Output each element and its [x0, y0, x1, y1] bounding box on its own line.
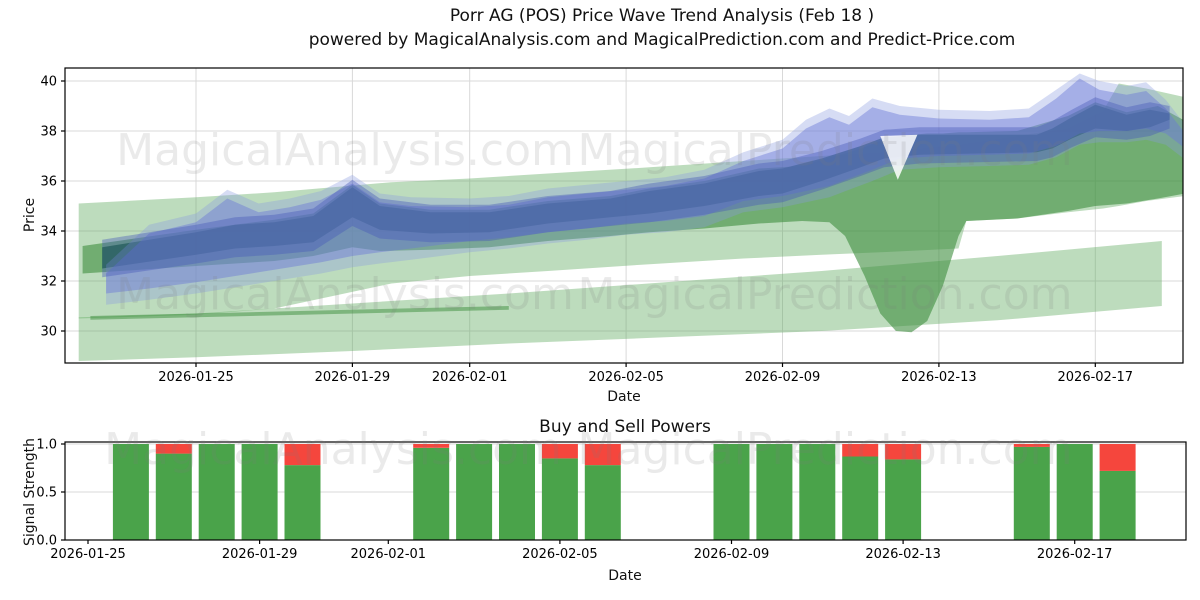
- bar-buy-2026-02-03: [456, 444, 493, 540]
- x-tick-label: 2026-02-13: [901, 370, 977, 385]
- bar-sell-2026-01-27: [155, 444, 192, 454]
- y-tick-label: 40: [40, 75, 57, 90]
- watermarks: MagicalAnalysis.com MagicalPrediction.com…: [104, 125, 1072, 475]
- band-blue-main-band: [106, 78, 1183, 294]
- y-axis-label-signal-strength: Signal Strength: [22, 437, 38, 547]
- signal-chart-axes: 0.0 0.5 1.0 2026-01-25 2026-01-29 2026-02-01 2…: [36, 438, 1187, 562]
- bar-sell-2026-02-12: [842, 444, 879, 457]
- bar-buy-2026-02-10: [756, 444, 793, 540]
- chart-subtitle: powered by MagicalAnalysis.com and Magic…: [308, 30, 1016, 50]
- x-tick-label: 2026-01-25: [158, 370, 234, 385]
- bar-sell-2026-02-02: [413, 444, 450, 448]
- bar-sell-2026-02-13: [885, 444, 922, 460]
- x-tick-label: 2026-02-05: [522, 547, 598, 562]
- x-tick-label: 2026-02-05: [588, 370, 664, 385]
- band-blue-soft-outer: [106, 73, 1183, 305]
- x-tick-label: 2026-02-01: [351, 547, 427, 562]
- bar-buy-2026-02-17: [1056, 444, 1093, 540]
- price-plot-border: [64, 67, 1184, 364]
- bar-sell-2026-02-06: [584, 444, 621, 466]
- y-tick-label: 34: [40, 225, 57, 240]
- bar-buy-2026-01-28: [198, 444, 235, 540]
- bar-buy-2026-02-12: [842, 456, 879, 540]
- y-tick-label: 1.0: [36, 438, 57, 453]
- x-tick-label: 2026-01-29: [315, 370, 391, 385]
- band-seam-line: [90, 306, 509, 320]
- x-axis-label-date-bottom: Date: [608, 568, 642, 584]
- chart-title: Porr AG (POS) Price Wave Trend Analysis …: [449, 6, 875, 26]
- bar-buy-2026-02-09: [713, 444, 750, 540]
- x-tick-label: 2026-02-09: [745, 370, 821, 385]
- bar-buy-2026-02-18: [1099, 470, 1136, 540]
- bar-buy-2026-02-02: [413, 447, 450, 541]
- bar-buy-2026-02-13: [885, 459, 922, 540]
- x-tick-label: 2026-02-17: [1037, 547, 1113, 562]
- bar-buy-2026-01-29: [241, 444, 278, 540]
- watermark-text: MagicalAnalysis.com: [116, 125, 574, 176]
- x-tick-label: 2026-01-29: [222, 547, 298, 562]
- price-chart-axes: 30 32 34 36 38 40 2026-01-25 2026-01-29 2026-02-…: [40, 67, 1184, 385]
- bar-buy-2026-02-16: [1013, 446, 1050, 540]
- y-tick-label: 36: [40, 175, 57, 190]
- x-tick-label: 2026-02-09: [694, 547, 770, 562]
- bar-buy-2026-02-06: [584, 465, 621, 541]
- bar-buy-2026-02-05: [541, 458, 578, 540]
- bar-buy-2026-02-11: [799, 444, 836, 540]
- bar-buy-2026-01-30: [284, 465, 321, 541]
- band-medium-green-band: [82, 102, 1183, 333]
- x-tick-label: 2026-02-01: [432, 370, 508, 385]
- y-tick-label: 0.0: [36, 534, 57, 549]
- watermark-text: MagicalPrediction.com: [578, 125, 1073, 176]
- y-tick-label: 32: [40, 275, 57, 290]
- y-tick-label: 30: [40, 325, 57, 340]
- y-tick-label: 0.5: [36, 486, 57, 501]
- watermark-text: MagicalAnalysis.com: [116, 269, 574, 320]
- watermark-text: MagicalAnalysis.com: [104, 424, 562, 475]
- x-tick-label: 2026-02-13: [865, 547, 941, 562]
- x-tick-label: 2026-02-17: [1058, 370, 1134, 385]
- signal-plot-border: [64, 441, 1187, 541]
- bar-sell-2026-02-05: [541, 444, 578, 459]
- x-axis-label-date-top: Date: [607, 389, 641, 405]
- bar-sell-2026-02-18: [1099, 444, 1136, 471]
- watermark-text: MagicalPrediction.com: [578, 424, 1073, 475]
- white-notch: [880, 134, 918, 180]
- x-tick-label: 2026-01-25: [50, 547, 126, 562]
- bar-buy-2026-02-04: [499, 444, 535, 540]
- buy-sell-bars: [112, 444, 1136, 541]
- bar-sell-2026-01-30: [284, 444, 321, 466]
- bar-buy-2026-01-26: [112, 444, 149, 540]
- bar-sell-2026-02-16: [1013, 444, 1050, 447]
- price-wave-bands: [78, 73, 1183, 361]
- bar-buy-2026-01-27: [155, 453, 192, 540]
- y-tick-label: 38: [40, 125, 57, 140]
- watermark-text: MagicalPrediction.com: [578, 269, 1073, 320]
- bar-chart-title: Buy and Sell Powers: [539, 417, 711, 437]
- y-axis-label-price: Price: [22, 197, 38, 233]
